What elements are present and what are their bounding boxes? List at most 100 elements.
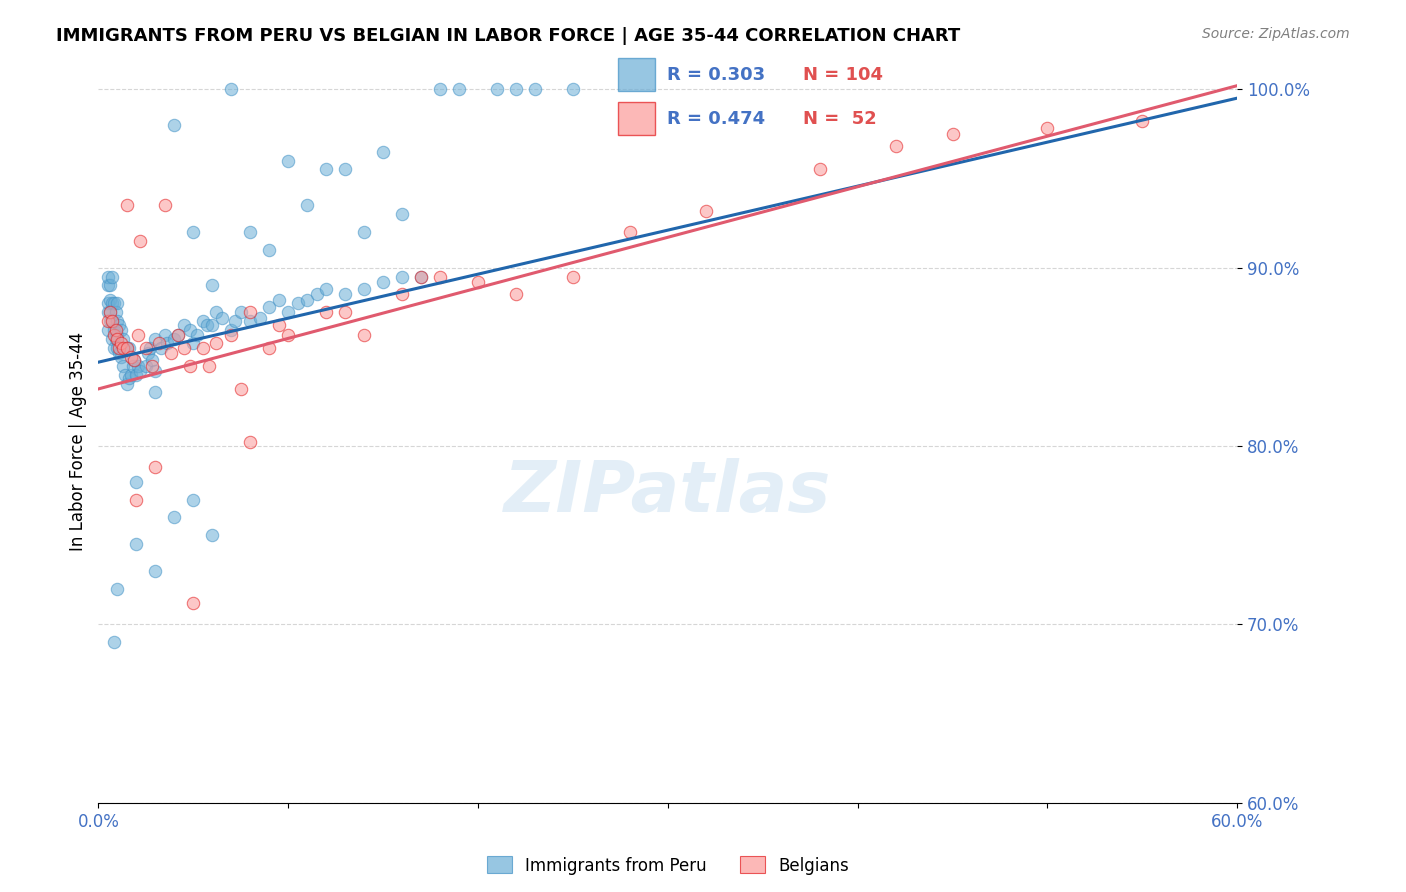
Point: [135, 359, 157, 373]
Point: [125, 475, 148, 489]
Point: [107, 582, 129, 596]
Point: [183, 335, 205, 350]
Point: [239, 305, 262, 319]
Point: [103, 296, 125, 310]
Point: [224, 314, 246, 328]
Point: [562, 82, 585, 96]
Point: [141, 359, 163, 373]
Text: N =  52: N = 52: [803, 111, 877, 128]
Text: IMMIGRANTS FROM PERU VS BELGIAN IN LABOR FORCE | AGE 35-44 CORRELATION CHART: IMMIGRANTS FROM PERU VS BELGIAN IN LABOR…: [56, 27, 960, 45]
Point: [100, 332, 122, 346]
Point: [173, 318, 195, 332]
Point: [145, 364, 167, 378]
Point: [619, 225, 641, 239]
Point: [121, 359, 143, 373]
Point: [98, 293, 121, 307]
Point: [127, 328, 149, 343]
Point: [449, 82, 471, 96]
Point: [100, 269, 122, 284]
Point: [287, 296, 309, 310]
Point: [110, 350, 132, 364]
Point: [205, 335, 228, 350]
Point: [186, 328, 208, 343]
Point: [148, 335, 170, 350]
Point: [114, 368, 136, 382]
Point: [1132, 114, 1154, 128]
Point: [97, 314, 120, 328]
Point: [259, 300, 281, 314]
Point: [145, 564, 167, 578]
Point: [97, 278, 120, 293]
Point: [153, 198, 176, 212]
Point: [145, 460, 167, 475]
Point: [195, 318, 218, 332]
Point: [120, 368, 142, 382]
Point: [201, 278, 224, 293]
Point: [315, 162, 337, 177]
Point: [156, 335, 179, 350]
Point: [371, 145, 394, 159]
Point: [221, 328, 243, 343]
Point: [103, 341, 125, 355]
Point: [391, 269, 413, 284]
Point: [120, 350, 142, 364]
Point: [695, 203, 717, 218]
Point: [163, 332, 186, 346]
Point: [305, 287, 328, 301]
Point: [335, 162, 357, 177]
Point: [353, 282, 375, 296]
Point: [108, 341, 131, 355]
Point: [505, 287, 527, 301]
Point: [163, 510, 186, 524]
Point: [179, 323, 201, 337]
Point: [112, 359, 135, 373]
Point: [229, 382, 252, 396]
Point: [191, 314, 214, 328]
Point: [524, 82, 547, 96]
Point: [277, 305, 299, 319]
Point: [335, 287, 357, 301]
Point: [107, 341, 129, 355]
Point: [183, 596, 205, 610]
Point: [335, 305, 357, 319]
Point: [125, 492, 148, 507]
Point: [97, 305, 120, 319]
Point: [115, 341, 138, 355]
Text: N = 104: N = 104: [803, 66, 883, 84]
Point: [112, 341, 135, 355]
Point: [141, 353, 163, 368]
Point: [505, 82, 527, 96]
Point: [411, 269, 433, 284]
Point: [108, 318, 131, 332]
Point: [259, 243, 281, 257]
Point: [197, 359, 219, 373]
Point: [167, 328, 190, 343]
Point: [108, 346, 131, 360]
Point: [150, 341, 173, 355]
Point: [103, 635, 125, 649]
Point: [153, 328, 176, 343]
Point: [145, 332, 167, 346]
Point: [129, 364, 152, 378]
Point: [191, 341, 214, 355]
Point: [125, 537, 148, 551]
FancyBboxPatch shape: [617, 103, 655, 136]
Point: [267, 318, 290, 332]
Point: [127, 359, 149, 373]
Point: [115, 341, 138, 355]
Point: [467, 275, 489, 289]
Point: [353, 328, 375, 343]
Point: [429, 269, 451, 284]
Point: [98, 305, 121, 319]
Point: [145, 385, 167, 400]
Point: [125, 368, 148, 382]
Point: [353, 225, 375, 239]
Point: [277, 328, 299, 343]
Point: [103, 323, 125, 337]
Point: [98, 278, 121, 293]
Point: [110, 323, 132, 337]
Point: [183, 492, 205, 507]
Point: [115, 376, 138, 391]
Point: [107, 296, 129, 310]
Point: [135, 341, 157, 355]
